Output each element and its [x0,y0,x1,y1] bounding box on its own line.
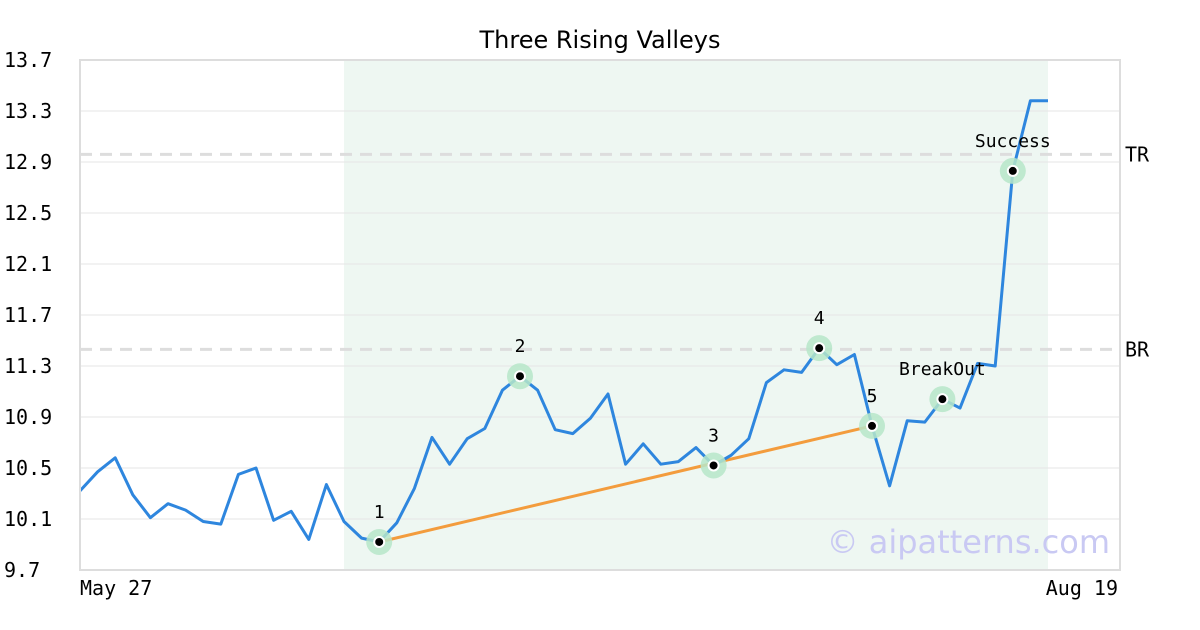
marker-point [936,393,949,406]
marker-point [1006,164,1019,177]
watermark: © aipatterns.com [827,523,1110,561]
trendline-layer [378,424,873,544]
x-tick-label: Aug 19 [1046,576,1118,600]
y-tick-label: 12.1 [4,252,52,276]
annotation-labels: 1 2 3 4 5 BreakOut Success [374,131,1051,523]
marker-point [813,342,826,355]
chart-title: Three Rising Valleys [478,26,720,54]
y-tick-label: 10.1 [4,507,52,531]
marker-point [373,535,386,548]
markers-layer [366,157,1026,555]
x-tick-label: May 27 [80,576,152,600]
level-lines-layer [80,152,1120,351]
annotation-label: 3 [708,425,719,446]
marker-point [514,370,526,383]
y-tick-label: 11.3 [4,354,52,378]
y-tick-label: 10.5 [4,456,52,480]
annotation-label: BreakOut [899,359,986,380]
y-tick-label: 13.7 [4,48,52,72]
trendline [378,424,873,544]
y-tick-label: 9.7 [4,558,40,582]
y-tick-label: 10.9 [4,405,52,429]
y-axis-ticks: 9.7 10.1 10.5 10.9 11.3 11.7 12.1 12.5 12.9 13.3 1… [4,48,52,582]
level-label: TR [1125,142,1150,166]
marker-point [707,459,720,472]
annotation-label: Success [975,131,1051,152]
annotation-label: 4 [814,308,825,329]
level-label: BR [1125,337,1150,361]
x-axis-ticks: May 27 Aug 19 [80,576,1118,600]
y-tick-label: 13.3 [4,99,52,123]
marker-point [866,419,878,432]
price-line [78,99,1048,544]
annotation-label: 1 [374,502,385,523]
plot-frame [79,59,1121,571]
level-labels: TR BR [1125,142,1150,361]
y-tick-label: 12.5 [4,201,52,225]
y-tick-label: 12.9 [4,150,52,174]
annotation-label: 2 [515,336,526,357]
price-line-layer [78,99,1048,544]
annotation-label: 5 [867,386,878,407]
y-tick-label: 11.7 [4,303,52,327]
